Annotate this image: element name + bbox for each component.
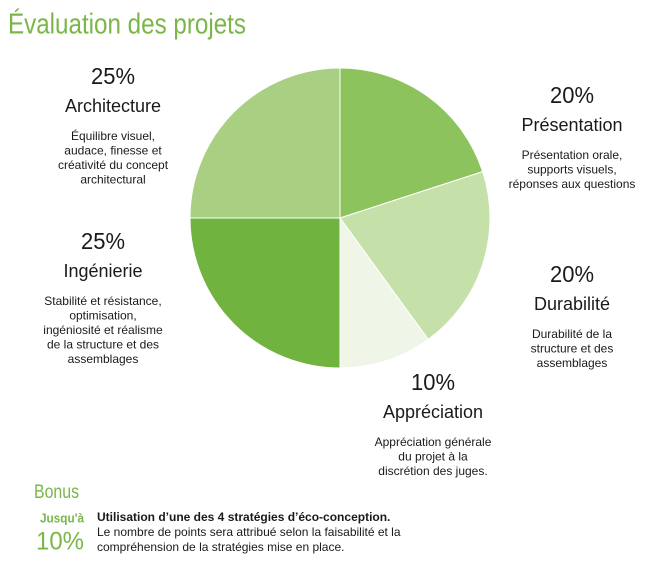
slice-percent: 20% [550,82,594,108]
slice-percent: 25% [81,228,125,254]
slice-description: architectural [80,173,145,187]
slice-description: assemblages [537,356,608,370]
slice-percent: 10% [411,369,455,395]
bonus-line: Le nombre de points sera attribué selon … [97,525,401,539]
slice-description: réponses aux questions [509,177,636,191]
slice-description: supports visuels, [527,163,616,177]
slice-percent: 20% [550,261,594,287]
slice-name: Architecture [65,96,161,116]
slice-description: audace, finesse et [64,144,162,158]
slice-description: Présentation orale, [522,148,623,162]
slice-description: optimisation, [69,309,136,323]
slice-description: Équilibre visuel, [71,128,155,143]
pie-slice [339,67,484,219]
bonus-amount: 10% [36,528,84,556]
bonus-title: Bonus [34,482,79,503]
slice-name: Ingénierie [63,261,142,281]
slice-description: du projet à la [398,450,468,464]
slice-description: discrétion des juges. [378,464,487,478]
slice-description: Durabilité de la [532,327,612,341]
slice-description: Stabilité et résistance, [44,294,161,308]
slice-name: Durabilité [534,294,610,314]
pie-slice [189,217,341,369]
pie-slice [339,216,429,369]
slice-description: Appréciation générale [375,435,492,449]
slice-description: de la structure et des [47,338,159,352]
bonus-heading: Utilisation d’une des 4 stratégies d’éco… [97,510,390,524]
slice-name: Appréciation [383,402,483,422]
slice-description: ingéniosité et réalisme [43,323,163,337]
chart-title: Évaluation des projets [8,8,246,41]
pie-slice [189,67,341,219]
bonus-prefix: Jusqu'à [40,510,85,525]
slice-percent: 25% [91,63,135,89]
slice-name: Présentation [521,115,622,135]
bonus-line: compréhension de la stratégies mise en p… [97,540,344,554]
pie-slice [339,171,491,341]
slice-description: assemblages [68,352,139,366]
slice-description: structure et des [531,342,614,356]
slice-description: créativité du concept [58,158,169,172]
